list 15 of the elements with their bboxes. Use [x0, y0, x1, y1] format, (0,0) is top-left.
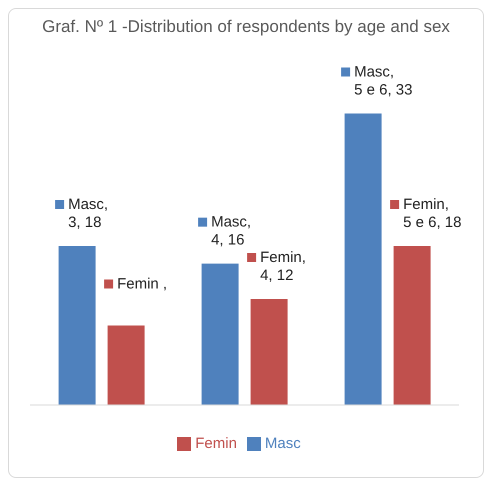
- bar: [202, 264, 239, 405]
- bar: [108, 326, 145, 405]
- bar: [58, 246, 96, 405]
- data-label: Masc, 4, 16: [211, 214, 252, 249]
- legend-label: Masc: [264, 435, 301, 452]
- bar: [250, 299, 288, 405]
- bar: [394, 246, 431, 405]
- legend-label: Femin: [195, 435, 237, 452]
- bar: [344, 114, 382, 405]
- data-label: Femin, 5 e 6, 18: [403, 196, 462, 231]
- chart-title: Graf. Nº 1 -Distribution of respondents by age and sex: [41, 16, 451, 37]
- data-label: Masc, 3, 18: [68, 196, 108, 231]
- data-label: Femin, 4, 12: [260, 249, 306, 284]
- data-label: Femin ,: [117, 276, 168, 292]
- data-label: Masc, 5 e 6, 33: [354, 64, 412, 98]
